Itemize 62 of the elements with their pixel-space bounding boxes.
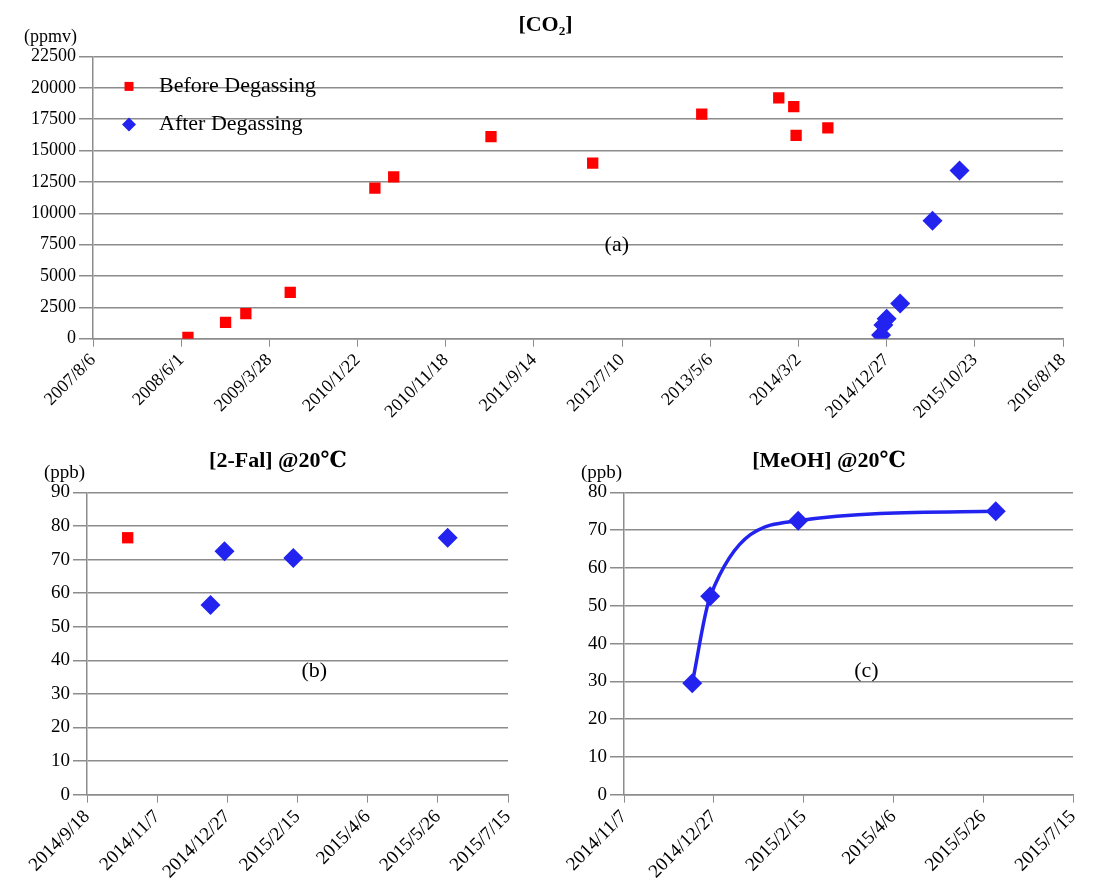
point [240,307,252,320]
point [788,100,800,113]
y-tick-label: 17500 [31,107,76,128]
chart-title: [CO₂] [518,10,573,36]
point [283,547,304,568]
point [284,286,296,298]
point [200,594,221,615]
y-tick-label: 10000 [31,201,76,222]
point [790,129,802,142]
point [219,316,232,329]
y-tick-label: 0 [67,327,76,348]
y-axis-title: (ppmv) [24,26,77,48]
annotation: (a) [604,231,630,257]
y-tick-label: 30 [51,681,70,703]
point [773,92,785,104]
point [890,293,911,314]
y-tick-label: 50 [588,593,607,615]
y-tick-label: 20 [588,707,607,729]
y-tick-label: 7500 [40,233,76,254]
y-tick-label: 12500 [31,170,76,191]
y-tick-label: 0 [597,782,607,804]
y-tick-label: 15000 [31,139,76,160]
chart-title: [MeOH] @20℃ [752,446,906,472]
y-tick-label: 80 [51,513,70,535]
point [214,541,235,562]
y-tick-label: 60 [51,581,70,603]
point [696,108,708,120]
y-tick-label: 30 [588,669,607,691]
point [587,157,599,169]
point [822,122,834,134]
point [485,131,497,143]
point [788,510,809,531]
point [922,210,943,231]
y-tick-label: 22500 [31,45,76,66]
y-tick-label: 70 [588,518,607,540]
y-tick-label: 5000 [40,264,76,285]
y-tick-label: 40 [588,631,607,653]
y-tick-label: 20000 [31,76,76,97]
y-tick-label: 10 [588,744,607,766]
y-tick-label: 2500 [40,296,76,317]
chart-title: [2-Fal] @20℃ [209,446,347,472]
y-tick-label: 0 [60,782,70,804]
legend-label: Before Degassing [159,72,317,98]
point [369,182,381,194]
point [122,532,134,544]
y-tick-label: 70 [51,547,70,569]
y-tick-label: 60 [588,555,607,577]
annotation: (c) [854,656,879,682]
y-axis-title: (ppb) [581,460,623,483]
point [985,501,1006,522]
point [949,160,970,181]
point [700,586,721,607]
point [682,673,703,694]
y-axis-title: (ppb) [44,460,86,483]
y-tick-label: 40 [51,648,70,670]
y-tick-label: 10 [51,749,70,771]
legend-label: After Degassing [159,110,303,136]
y-tick-label: 50 [51,614,70,636]
annotation: (b) [301,656,328,682]
y-tick-label: 20 [51,715,70,737]
point [437,527,458,548]
point [388,171,400,183]
